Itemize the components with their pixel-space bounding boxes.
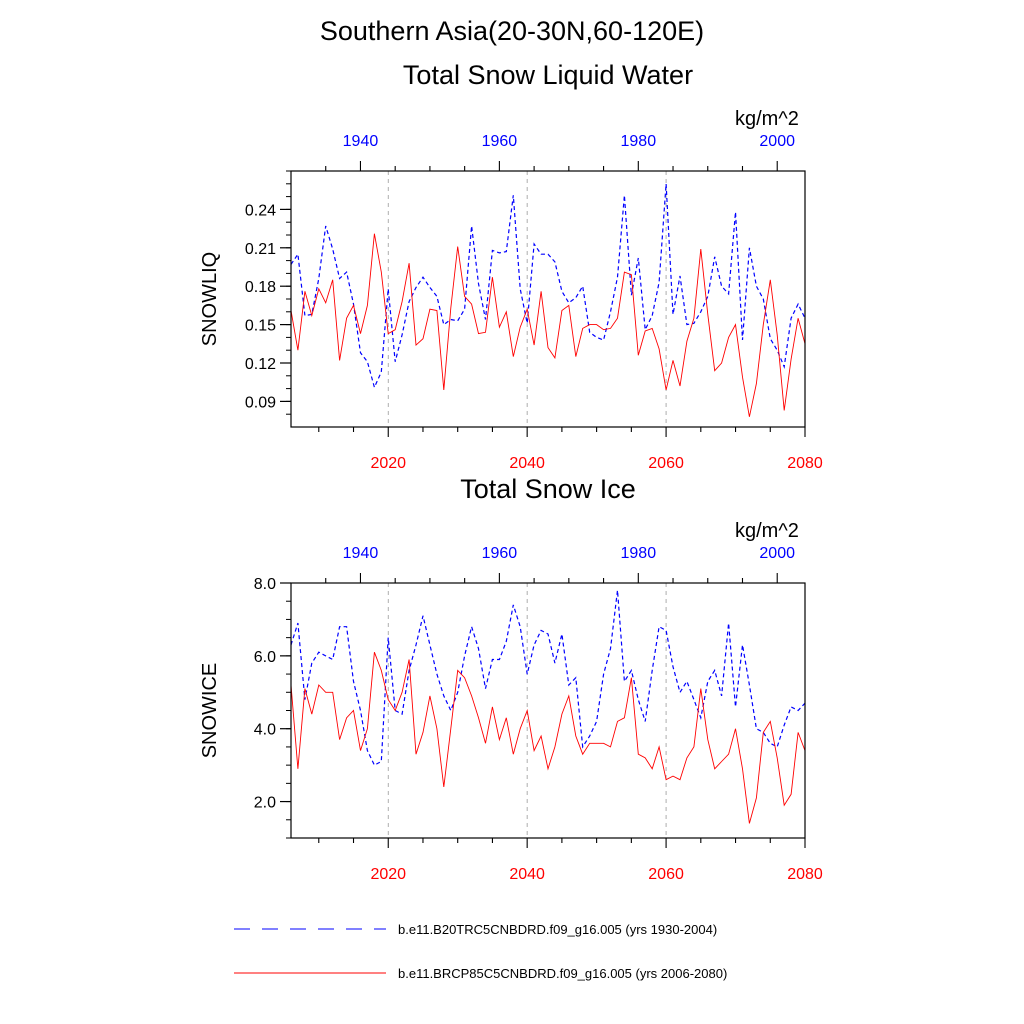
snowliq-y-tick-label: 0.24	[245, 202, 276, 219]
snowice-y-axis-label: SNOWICE	[199, 663, 221, 759]
snowice-top-tick-label: 1940	[343, 545, 379, 562]
snowice-y-tick-label: 8.0	[254, 576, 276, 593]
snowice-top-tick-label: 2000	[759, 545, 795, 562]
snowice-y-tick-label: 6.0	[254, 649, 276, 666]
snowliq-bottom-tick-label: 2040	[509, 455, 545, 472]
snowice-future-series-line	[290, 652, 806, 824]
snowliq-bottom-tick-label: 2080	[787, 455, 823, 472]
snowice-y-tick-label: 4.0	[254, 722, 276, 739]
snowliq-units-label: kg/m^2	[735, 108, 799, 130]
snowice-bottom-tick-label: 2060	[648, 866, 684, 883]
legend-future-label: b.e11.BRCP85C5CNBDRD.f09_g16.005 (yrs 20…	[398, 966, 727, 981]
snowliq-bottom-tick-label: 2020	[370, 455, 406, 472]
snowliq-top-tick-label: 1960	[482, 133, 518, 150]
snowliq-top-tick-label: 1980	[621, 133, 657, 150]
snowliq-y-tick-label: 0.09	[245, 394, 276, 411]
snowice-units-label: kg/m^2	[735, 520, 799, 542]
snowliq-y-tick-label: 0.21	[245, 241, 276, 258]
snowice-top-tick-label: 1980	[621, 545, 657, 562]
legend: b.e11.B20TRC5CNBDRD.f09_g16.005 (yrs 193…	[234, 922, 727, 981]
snowice-panel-title: Total Snow Ice	[460, 474, 636, 504]
snowliq-historical-series-line	[290, 183, 806, 390]
snowliq-top-tick-label: 1940	[343, 133, 379, 150]
snowliq-y-tick-label: 0.12	[245, 356, 276, 373]
snowice-y-tick-label: 2.0	[254, 795, 276, 812]
snowice-plot-frame	[290, 582, 806, 839]
snowliq-bottom-tick-label: 2060	[648, 455, 684, 472]
snowliq-top-tick-label: 2000	[759, 133, 795, 150]
figure-title: Southern Asia(20-30N,60-120E)	[319, 16, 705, 46]
snowice-bottom-tick-label: 2020	[370, 866, 406, 883]
snowice-bottom-tick-label: 2080	[787, 866, 823, 883]
snowice-historical-series-line	[290, 590, 806, 766]
snowliq-y-axis-label: SNOWLIQ	[199, 252, 221, 346]
snowliq-panel-title: Total Snow Liquid Water	[402, 60, 694, 90]
snowice-top-tick-label: 1960	[482, 545, 518, 562]
snowice-bottom-tick-label: 2040	[509, 866, 545, 883]
snowliq-y-tick-label: 0.18	[245, 279, 276, 296]
snowliq-y-tick-label: 0.15	[245, 318, 276, 335]
snowliq-future-series-line	[290, 233, 806, 417]
legend-historical-label: b.e11.B20TRC5CNBDRD.f09_g16.005 (yrs 193…	[398, 922, 717, 937]
